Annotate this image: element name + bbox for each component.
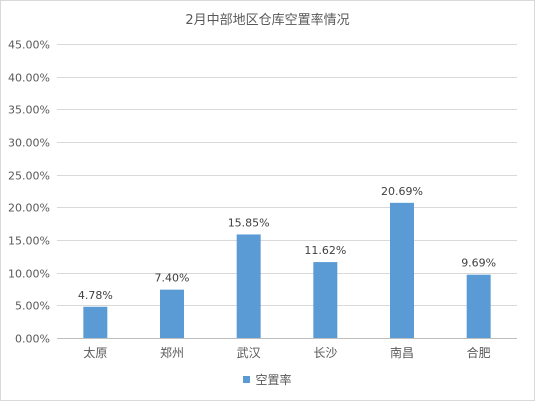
x-tick-label: 武汉: [237, 346, 261, 360]
legend: 空置率: [0, 371, 535, 388]
x-tick-label: 合肥: [467, 345, 491, 360]
y-tick-label: 40.00%: [8, 72, 50, 85]
legend-label: 空置率: [255, 373, 292, 387]
x-tick-label: 南昌: [390, 345, 414, 360]
bar[interactable]: [313, 262, 338, 338]
data-label: 15.85%: [228, 216, 270, 229]
y-tick-label: 20.00%: [8, 202, 50, 215]
y-tick-label: 45.00%: [8, 39, 50, 52]
x-tick-label: 太原: [83, 345, 107, 360]
y-tick-label: 0.00%: [15, 333, 50, 346]
chart-title: 2月中部地区仓库空置率情况: [185, 13, 350, 28]
bar[interactable]: [466, 274, 491, 338]
data-label: 9.69%: [461, 257, 496, 270]
bar[interactable]: [236, 234, 261, 338]
bar[interactable]: [390, 202, 414, 338]
y-tick-label: 10.00%: [8, 268, 50, 281]
x-tick-label: 郑州: [160, 345, 184, 360]
y-tick-label: 25.00%: [8, 170, 50, 183]
y-tick-label: 30.00%: [8, 137, 50, 150]
data-label: 4.78%: [78, 289, 113, 302]
data-label: 11.62%: [304, 244, 346, 257]
y-tick-label: 35.00%: [8, 104, 50, 117]
y-tick-label: 15.00%: [8, 235, 50, 248]
legend-swatch: [243, 376, 251, 383]
data-label: 7.40%: [155, 272, 190, 285]
x-tick-label: 长沙: [313, 346, 337, 360]
data-label: 20.69%: [381, 185, 423, 198]
bar[interactable]: [83, 306, 108, 338]
y-tick-label: 5.00%: [15, 300, 50, 313]
bar[interactable]: [160, 289, 184, 338]
